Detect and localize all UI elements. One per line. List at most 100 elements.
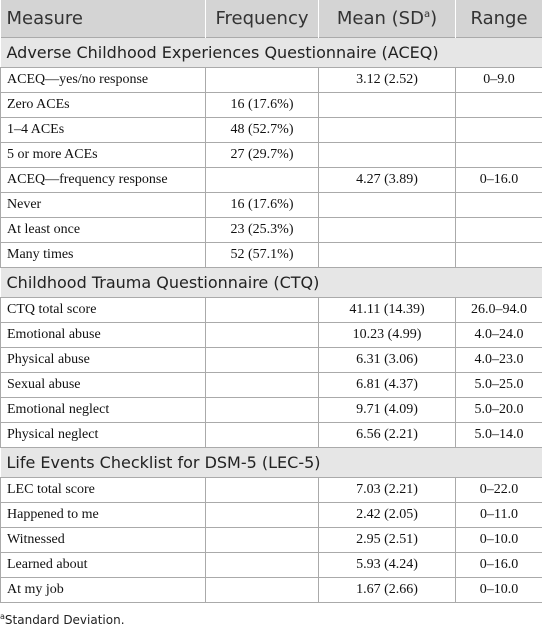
cell [205,527,319,553]
cell: 52 (57.1%) [205,242,319,268]
header-cell: Range [455,0,542,38]
cell [455,242,542,268]
cell: Zero ACEs [0,92,206,118]
data-row: Emotional neglect 9.71 (4.09) 5.0–20.0 [0,397,542,423]
cell: CTQ total score [0,297,206,323]
data-row: Emotional abuse 10.23 (4.99) 4.0–24.0 [0,322,542,348]
superscript: a [423,9,431,20]
superscript: a [0,612,5,621]
data-row: Sexual abuse 6.81 (4.37) 5.0–25.0 [0,372,542,398]
cell [318,92,456,118]
cell [205,397,319,423]
cell: Physical abuse [0,347,206,373]
cell: 0–10.0 [455,577,542,603]
header-text: ) [430,8,438,29]
cell: 6.31 (3.06) [318,347,456,373]
section-title: Childhood Trauma Questionnaire (CTQ) [0,267,542,298]
cell: 41.11 (14.39) [318,297,456,323]
cell [455,92,542,118]
cell [318,192,456,218]
cell: ACEQ—yes/no response [0,67,206,93]
footnote: aStandard Deviation. [0,603,542,627]
cell: 16 (17.6%) [205,192,319,218]
data-row: Learned about 5.93 (4.24) 0–16.0 [0,552,542,578]
cell: 16 (17.6%) [205,92,319,118]
cell: Never [0,192,206,218]
cell: 48 (52.7%) [205,117,319,143]
cell: 27 (29.7%) [205,142,319,168]
cell [318,217,456,243]
cell [455,217,542,243]
cell: 0–10.0 [455,527,542,553]
header-row: Measure Frequency Mean (SDa) Range [0,0,542,38]
cell: 5.0–14.0 [455,422,542,448]
cell: 3.12 (2.52) [318,67,456,93]
cell [318,117,456,143]
cell: ACEQ—frequency response [0,167,206,193]
data-row: Zero ACEs 16 (17.6%) [0,92,542,118]
cell: Sexual abuse [0,372,206,398]
cell [318,242,456,268]
table: Measure Frequency Mean (SDa) Range Adver… [0,0,542,603]
cell: 0–22.0 [455,477,542,503]
section-row: Life Events Checklist for DSM-5 (LEC-5) [0,447,542,478]
cell [455,142,542,168]
cell: Emotional neglect [0,397,206,423]
cell: At least once [0,217,206,243]
cell [455,192,542,218]
cell: 6.56 (2.21) [318,422,456,448]
cell: Learned about [0,552,206,578]
section-row: Adverse Childhood Experiences Questionna… [0,37,542,68]
data-row: Physical neglect 6.56 (2.21) 5.0–14.0 [0,422,542,448]
cell [205,67,319,93]
data-row: Many times 52 (57.1%) [0,242,542,268]
data-row: Never 16 (17.6%) [0,192,542,218]
cell: 1–4 ACEs [0,117,206,143]
header-text: Mean (SD [336,8,424,29]
cell: Happened to me [0,502,206,528]
cell [318,142,456,168]
data-row: Physical abuse 6.31 (3.06) 4.0–23.0 [0,347,542,373]
cell: 5.0–20.0 [455,397,542,423]
cell: LEC total score [0,477,206,503]
table-body: Adverse Childhood Experiences Questionna… [0,37,542,603]
cell: 4.0–24.0 [455,322,542,348]
cell: 5 or more ACEs [0,142,206,168]
footnote-text: Standard Deviation. [4,613,125,627]
cell: Physical neglect [0,422,206,448]
cell [455,117,542,143]
cell: 0–16.0 [455,552,542,578]
cell [205,322,319,348]
cell: 23 (25.3%) [205,217,319,243]
cell [205,372,319,398]
cell: 0–9.0 [455,67,542,93]
cell [205,577,319,603]
cell: 4.0–23.0 [455,347,542,373]
cell: 10.23 (4.99) [318,322,456,348]
cell: 5.0–25.0 [455,372,542,398]
data-row: LEC total score 7.03 (2.21) 0–22.0 [0,477,542,503]
cell: 1.67 (2.66) [318,577,456,603]
cell [205,477,319,503]
cell: 7.03 (2.21) [318,477,456,503]
cell: 2.95 (2.51) [318,527,456,553]
data-row: ACEQ—frequency response 4.27 (3.89) 0–16.0 [0,167,542,193]
cell: Emotional abuse [0,322,206,348]
header-cell: Measure [0,0,206,38]
cell [205,347,319,373]
cell: Many times [0,242,206,268]
cell: 0–16.0 [455,167,542,193]
cell: 2.42 (2.05) [318,502,456,528]
cell: 6.81 (4.37) [318,372,456,398]
data-row: At my job 1.67 (2.66) 0–10.0 [0,577,542,603]
cell: 5.93 (4.24) [318,552,456,578]
cell: 26.0–94.0 [455,297,542,323]
cell [205,297,319,323]
cell: 0–11.0 [455,502,542,528]
data-row: 1–4 ACEs 48 (52.7%) [0,117,542,143]
data-row: Happened to me 2.42 (2.05) 0–11.0 [0,502,542,528]
cell: Witnessed [0,527,206,553]
cell [205,552,319,578]
data-row: At least once 23 (25.3%) [0,217,542,243]
